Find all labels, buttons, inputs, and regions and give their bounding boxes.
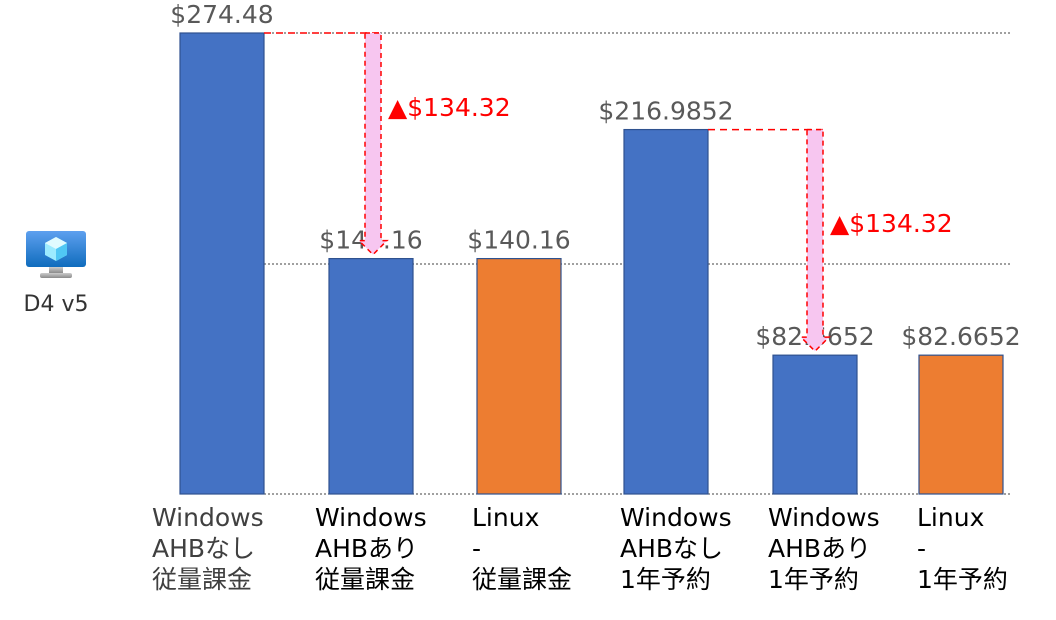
annotation-arrow-1	[799, 128, 831, 353]
category-label-4: Windows AHBあり 1年予約	[768, 503, 880, 594]
bar-1	[328, 257, 414, 495]
category-label-1: Windows AHBあり従量課金	[315, 503, 427, 594]
category-label-3: Windows AHBなし 1年予約	[620, 503, 732, 594]
bar-2	[476, 257, 562, 495]
bar-5	[918, 354, 1004, 495]
bar-0	[179, 32, 265, 495]
value-label-0: $274.48	[170, 0, 273, 29]
annotation-arrow-0	[357, 32, 389, 256]
vm-label: D4 v5	[23, 292, 89, 317]
value-label-2: $140.16	[467, 226, 570, 255]
category-label-5: Linux -1年予約	[917, 503, 1008, 594]
value-label-5: $82.6652	[901, 322, 1020, 351]
virtual-machine-icon	[26, 231, 86, 278]
bar-4	[772, 354, 858, 495]
value-label-3: $216.9852	[598, 97, 733, 126]
annotation-label-0: ▲$134.32	[388, 93, 511, 122]
bar-3	[623, 128, 709, 495]
annotation-label-1: ▲$134.32	[830, 209, 953, 238]
category-label-2: Linux -従量課金	[472, 503, 572, 594]
vm-block: D4 v5	[10, 230, 102, 317]
category-label-0: Windows AHBなし従量課金	[152, 503, 264, 594]
